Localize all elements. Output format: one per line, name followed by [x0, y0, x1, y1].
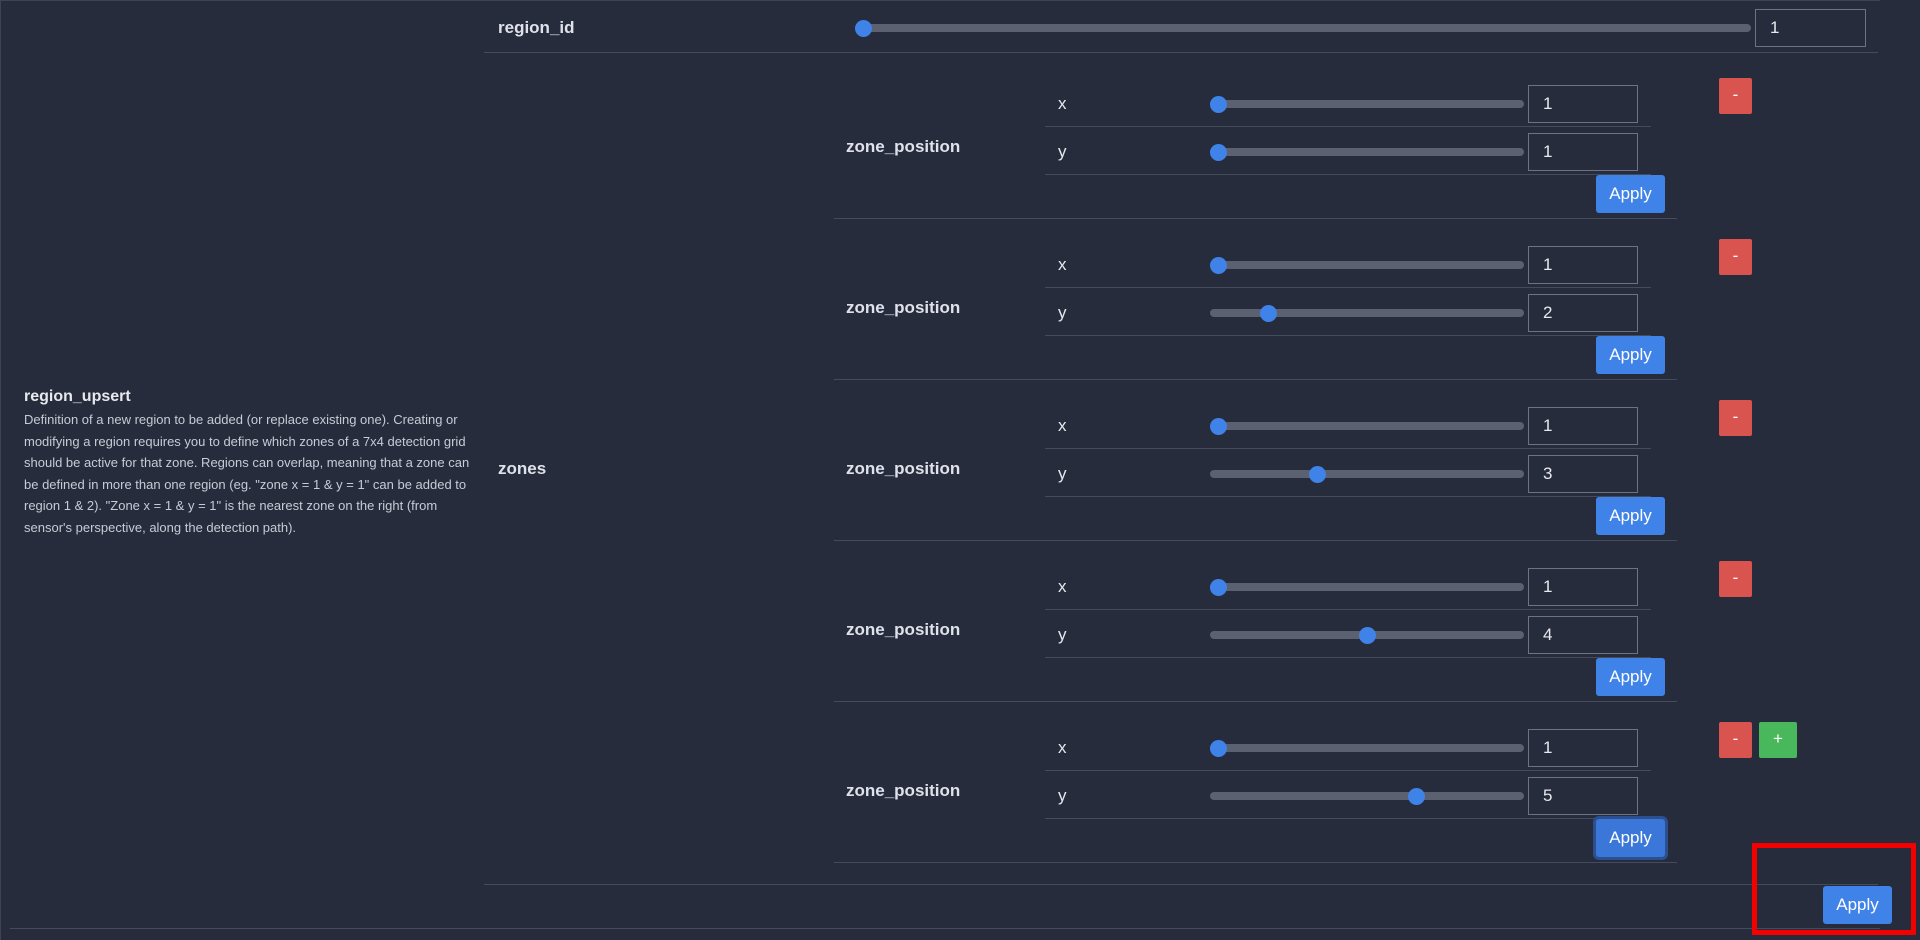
remove-zone-button[interactable]: -	[1719, 78, 1752, 114]
zone-y-label: y	[1058, 142, 1067, 161]
zone-y-slider[interactable]	[1210, 143, 1524, 161]
zone-y-label: y	[1058, 464, 1067, 483]
region-id-label: region_id	[498, 18, 575, 37]
region-upsert-description: Definition of a new region to be added (…	[24, 412, 470, 535]
zone-y-input[interactable]: 3	[1528, 455, 1638, 493]
divider	[834, 701, 1677, 702]
region-id-slider[interactable]	[855, 19, 1751, 37]
zone-x-label: x	[1058, 94, 1067, 113]
remove-zone-button[interactable]: -	[1719, 722, 1752, 758]
slider-thumb[interactable]	[1210, 578, 1227, 596]
slider-thumb[interactable]	[855, 19, 872, 37]
slider-track	[1210, 261, 1524, 269]
zone-x-input[interactable]: 1	[1528, 729, 1638, 767]
zone-x-label: x	[1058, 738, 1067, 757]
slider-track	[1210, 792, 1524, 800]
zone-x-slider[interactable]	[1210, 256, 1524, 274]
zone-position-label: zone_position	[846, 298, 961, 317]
slider-thumb[interactable]	[1308, 465, 1326, 483]
frame-top-border	[0, 0, 1880, 1]
remove-zone-button[interactable]: -	[1719, 239, 1752, 275]
divider	[484, 52, 1878, 53]
zone-x-slider[interactable]	[1210, 578, 1524, 596]
zone-position-label: zone_position	[846, 137, 961, 156]
zone-apply-button[interactable]: Apply	[1596, 497, 1665, 535]
slider-track	[1210, 100, 1524, 108]
remove-zone-button[interactable]: -	[1719, 400, 1752, 436]
region-upsert-title: region_upsert	[24, 388, 131, 405]
slider-thumb[interactable]	[1408, 787, 1426, 805]
divider	[1045, 448, 1651, 449]
zone-y-slider[interactable]	[1210, 787, 1524, 805]
zone-y-slider[interactable]	[1210, 626, 1524, 644]
zone-x-input[interactable]: 1	[1528, 407, 1638, 445]
zones-label: zones	[498, 459, 547, 478]
slider-track	[1210, 148, 1524, 156]
zone-y-slider[interactable]	[1210, 304, 1524, 322]
divider	[484, 884, 1878, 885]
zone-position-label: zone_position	[846, 620, 961, 639]
slider-track	[1210, 309, 1524, 317]
zone-y-input[interactable]: 1	[1528, 133, 1638, 171]
divider	[1045, 496, 1651, 497]
zone-x-input[interactable]: 1	[1528, 85, 1638, 123]
zone-x-slider[interactable]	[1210, 95, 1524, 113]
zone-position-label: zone_position	[846, 459, 961, 478]
zone-x-label: x	[1058, 416, 1067, 435]
zone-apply-button[interactable]: Apply	[1596, 175, 1665, 213]
divider	[1045, 174, 1651, 175]
divider	[1045, 287, 1651, 288]
zone-y-label: y	[1058, 303, 1067, 322]
slider-track	[1210, 422, 1524, 430]
zone-y-input[interactable]: 4	[1528, 616, 1638, 654]
divider	[1045, 335, 1651, 336]
slider-track	[1210, 470, 1524, 478]
divider	[1045, 609, 1651, 610]
divider	[1045, 818, 1651, 819]
zone-x-input[interactable]: 1	[1528, 246, 1638, 284]
region-id-input[interactable]: 1	[1755, 9, 1866, 47]
slider-thumb[interactable]	[1210, 417, 1227, 435]
highlight-box	[1752, 843, 1916, 935]
zone-x-slider[interactable]	[1210, 739, 1524, 757]
zone-y-input[interactable]: 5	[1528, 777, 1638, 815]
slider-track	[855, 24, 1751, 32]
divider	[834, 540, 1677, 541]
zone-apply-button[interactable]: Apply	[1596, 819, 1665, 857]
region-upsert-description-block: region_upsert Definition of a new region…	[24, 388, 472, 539]
divider	[1045, 657, 1651, 658]
zone-x-slider[interactable]	[1210, 417, 1524, 435]
zone-x-input[interactable]: 1	[1528, 568, 1638, 606]
zone-x-label: x	[1058, 255, 1067, 274]
remove-zone-button[interactable]: -	[1719, 561, 1752, 597]
zone-y-input[interactable]: 2	[1528, 294, 1638, 332]
zone-apply-button[interactable]: Apply	[1596, 336, 1665, 374]
slider-thumb[interactable]	[1210, 256, 1227, 274]
slider-thumb[interactable]	[1210, 739, 1227, 757]
frame-left-border	[0, 0, 1, 940]
zone-apply-button[interactable]: Apply	[1596, 658, 1665, 696]
divider	[1045, 770, 1651, 771]
divider	[834, 218, 1677, 219]
zone-y-slider[interactable]	[1210, 465, 1524, 483]
zone-position-label: zone_position	[846, 781, 961, 800]
slider-thumb[interactable]	[1259, 304, 1277, 322]
add-zone-button[interactable]: +	[1759, 722, 1797, 758]
divider	[834, 379, 1677, 380]
zone-y-label: y	[1058, 786, 1067, 805]
zone-y-label: y	[1058, 625, 1067, 644]
divider	[1045, 126, 1651, 127]
slider-track	[1210, 583, 1524, 591]
region-upsert-apply-button[interactable]: Apply	[1823, 886, 1892, 924]
zone-x-label: x	[1058, 577, 1067, 596]
slider-track	[1210, 744, 1524, 752]
divider	[10, 928, 1880, 929]
slider-thumb[interactable]	[1358, 626, 1376, 644]
slider-thumb[interactable]	[1210, 95, 1227, 113]
slider-thumb[interactable]	[1210, 143, 1227, 161]
divider	[834, 862, 1677, 863]
